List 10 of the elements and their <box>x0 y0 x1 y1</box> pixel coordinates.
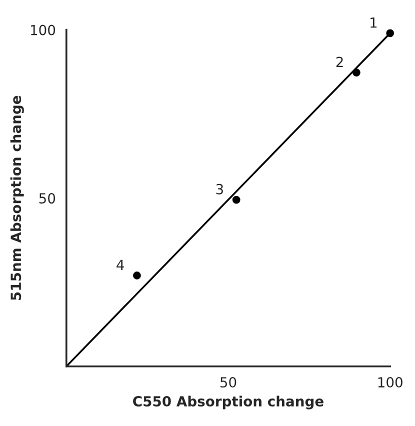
x-axis-title: C550 Absorption change <box>133 396 324 410</box>
annotation: 2 <box>336 56 343 68</box>
point <box>232 196 240 204</box>
point <box>352 68 360 77</box>
annotation: 4 <box>116 260 124 270</box>
annotation: 1 <box>370 18 377 28</box>
annotation: 3 <box>216 184 223 194</box>
y-axis-title: 515nm Absorption change <box>10 96 24 300</box>
point <box>133 272 141 280</box>
point <box>386 29 394 38</box>
